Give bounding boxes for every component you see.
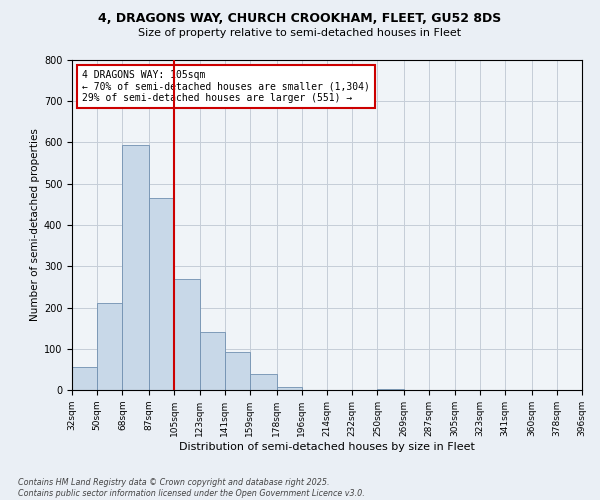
Bar [149, 198, 174, 390]
Bar [377, 389, 404, 390]
Text: 4, DRAGONS WAY, CHURCH CROOKHAM, FLEET, GU52 8DS: 4, DRAGONS WAY, CHURCH CROOKHAM, FLEET, … [98, 12, 502, 26]
Bar [174, 278, 200, 390]
Bar [122, 144, 149, 390]
Text: Size of property relative to semi-detached houses in Fleet: Size of property relative to semi-detach… [139, 28, 461, 38]
Bar [72, 368, 97, 390]
Text: Contains HM Land Registry data © Crown copyright and database right 2025.
Contai: Contains HM Land Registry data © Crown c… [18, 478, 365, 498]
Y-axis label: Number of semi-detached properties: Number of semi-detached properties [29, 128, 40, 322]
X-axis label: Distribution of semi-detached houses by size in Fleet: Distribution of semi-detached houses by … [179, 442, 475, 452]
Bar [225, 352, 250, 390]
Bar [199, 332, 225, 390]
Bar [277, 387, 302, 390]
Text: 4 DRAGONS WAY: 105sqm
← 70% of semi-detached houses are smaller (1,304)
29% of s: 4 DRAGONS WAY: 105sqm ← 70% of semi-deta… [82, 70, 370, 103]
Bar [250, 374, 277, 390]
Bar [97, 304, 122, 390]
